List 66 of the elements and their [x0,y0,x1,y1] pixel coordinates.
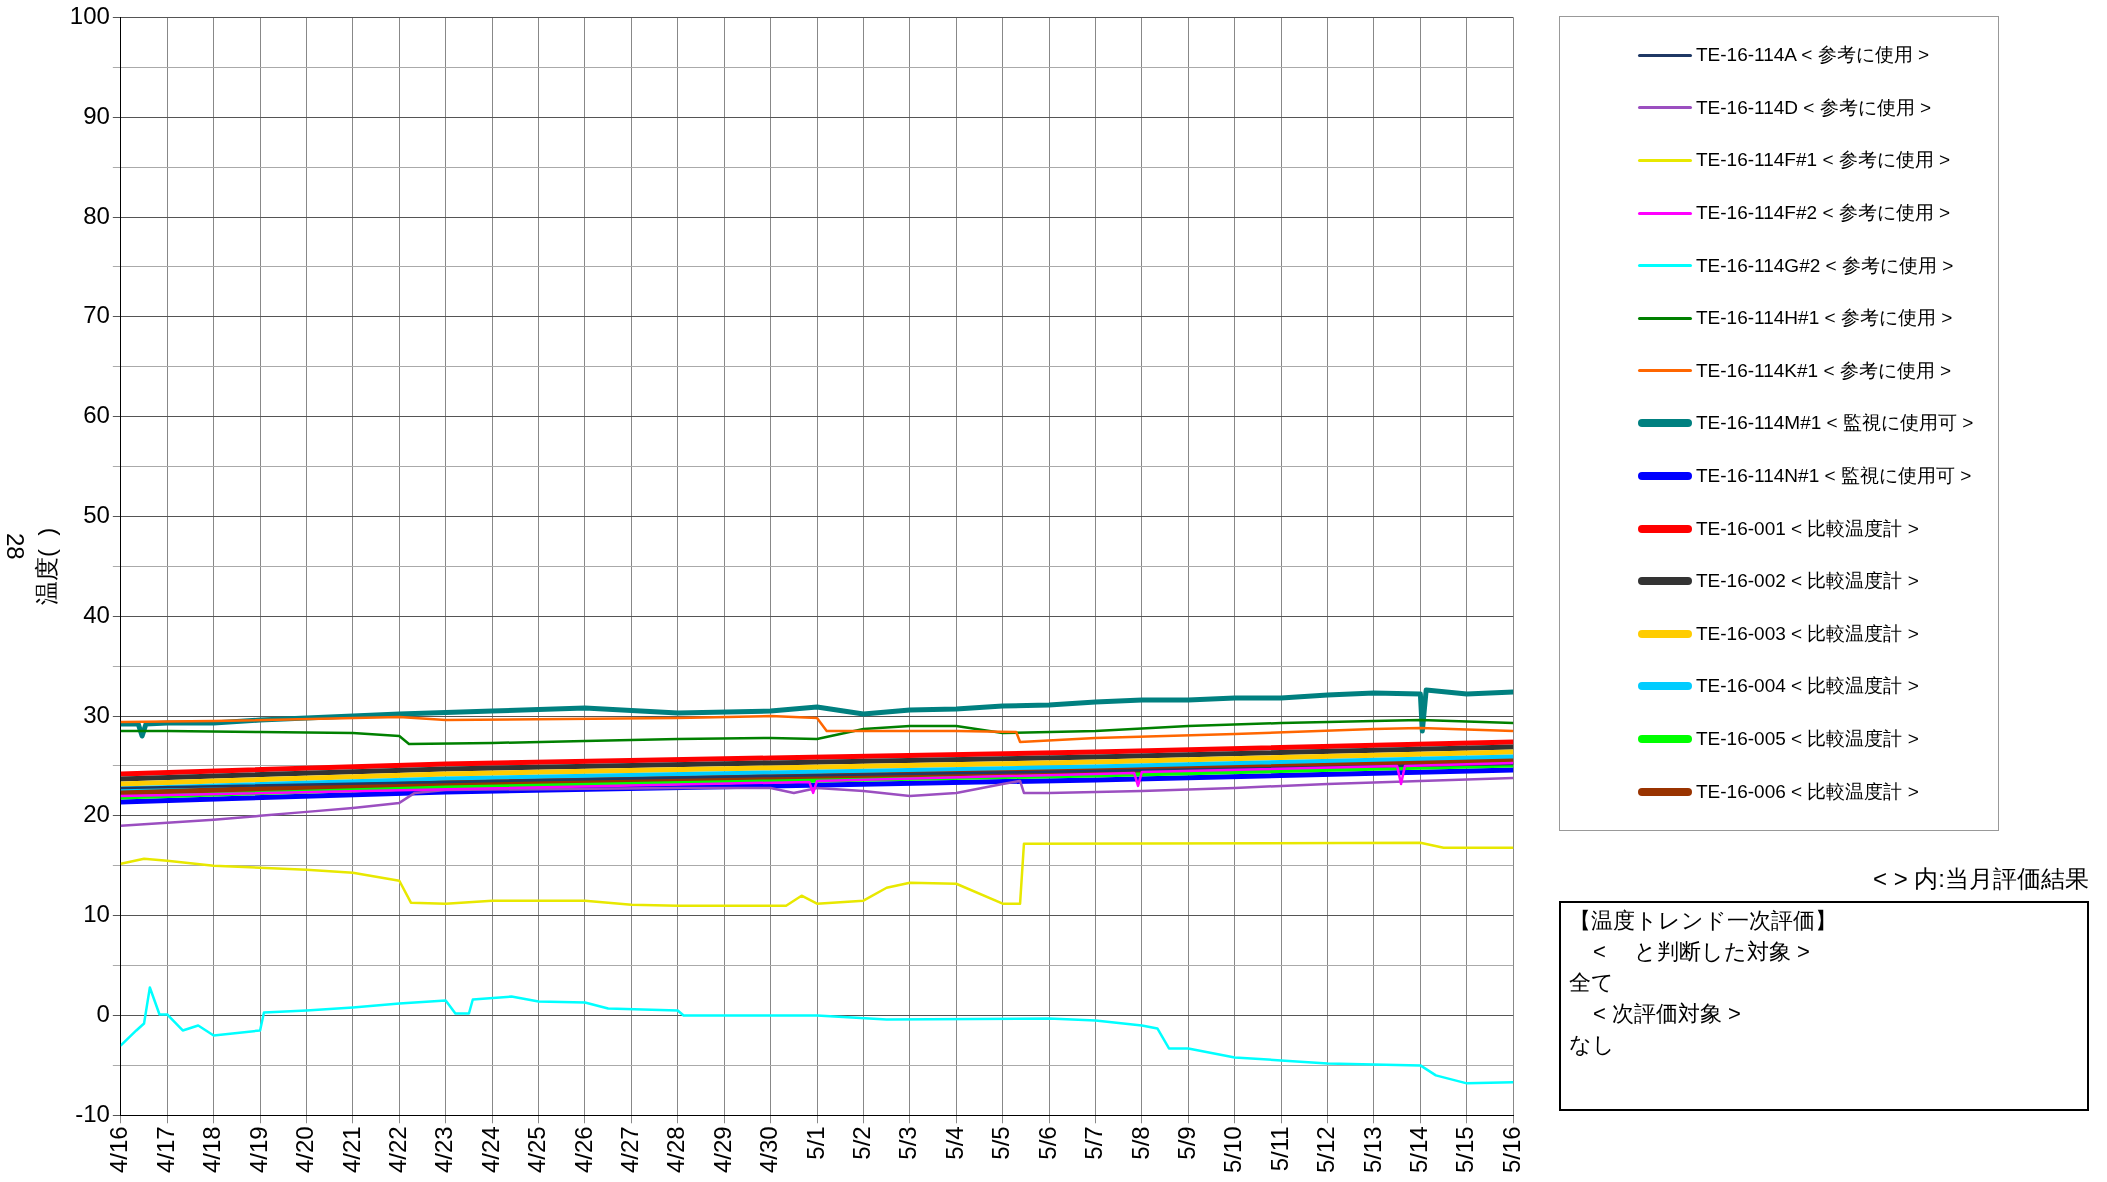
x-tick-label: 5/5 [987,1126,1015,1160]
x-tick-label: 4/23 [430,1126,458,1174]
x-tick-label: 4/29 [708,1126,736,1174]
x-tick-label: 4/22 [383,1126,411,1174]
y-tick-label: 50 [83,501,110,529]
x-tick-label: 4/24 [476,1126,504,1174]
text: 【温度トレンド一次評価】 [1569,906,1838,935]
x-tick-label: 4/27 [616,1126,643,1174]
legend-label: TE-16-003 < 比較温度計 > [1696,621,1919,646]
x-tick-label: 4/26 [569,1126,597,1174]
x-tick-label: 5/9 [1172,1126,1200,1160]
y-tick-label: 60 [83,401,110,429]
x-tick-label: 5/10 [1219,1126,1247,1174]
x-tick-label: 4/17 [151,1126,179,1174]
legend-label: TE-16-001 < 比較温度計 > [1696,516,1919,541]
x-tick-label: 4/28 [662,1126,690,1174]
x-tick-label: 5/4 [940,1126,968,1160]
legend-label: TE-16-114H#1 < 参考に使用 > [1696,306,1953,331]
y-tick-label: 0 [96,1000,110,1028]
x-tick-label: 4/18 [198,1126,226,1174]
x-tick-label: 4/20 [291,1126,319,1174]
y-tick-label: 10 [83,900,110,928]
x-tick-label: 5/7 [1080,1126,1108,1160]
x-tick-label: 5/16 [1497,1126,1525,1174]
x-tick-label: 4/25 [523,1126,551,1174]
legend-label: TE-16-114F#2 < 参考に使用 > [1696,201,1951,226]
y-tick-label: 80 [83,201,110,229]
legend-label: TE-16-114F#1 < 参考に使用 > [1696,148,1951,173]
text: なし [1569,1030,1616,1059]
text: < > 内:当月評価結果 [1871,863,2089,894]
x-tick-label: 5/12 [1312,1126,1340,1174]
y-tick-label: 40 [83,600,110,628]
text: 全て [1569,968,1615,997]
legend-label: TE-16-004 < 比較温度計 > [1696,674,1919,699]
legend-label: TE-16-114G#2 < 参考に使用 > [1696,253,1954,278]
legend-label: TE-16-114M#1 < 監視に使用可 > [1696,411,1974,436]
x-tick-label: 5/1 [801,1126,829,1160]
x-tick-label: 4/21 [337,1126,365,1174]
x-tick-label: 5/13 [1358,1126,1386,1174]
legend-label: TE-16-114A < 参考に使用 > [1696,43,1930,68]
y-tick-label: 90 [83,101,110,129]
legend-label: TE-16-006 < 比較温度計 > [1696,779,1919,804]
y-tick-label: 30 [83,700,110,728]
y-axis-title: 温度( ) [33,527,61,606]
x-tick-label: 5/11 [1265,1126,1293,1172]
legend-label: TE-16-002 < 比較温度計 > [1696,569,1919,594]
x-tick-label: 5/6 [1033,1126,1061,1160]
x-tick-label: 4/16 [105,1126,133,1174]
y-tick-label: 70 [83,301,110,329]
y-tick-label: 100 [69,2,110,30]
legend-label: TE-16-114D < 参考に使用 > [1696,95,1932,120]
x-tick-label: 5/15 [1451,1126,1479,1174]
x-tick-label: 5/3 [894,1126,922,1160]
x-tick-label: 5/8 [1126,1126,1154,1160]
x-tick-label: 5/2 [848,1126,876,1160]
y-tick-label: -10 [75,1099,110,1127]
x-tick-label: 4/30 [755,1126,783,1174]
x-tick-label: 5/14 [1405,1126,1432,1174]
text: < 次評価対象 > [1592,999,1742,1028]
legend-label: TE-16-114N#1 < 監視に使用可 > [1696,464,1972,489]
y-tick-label: 20 [83,800,110,828]
legend-label: TE-16-114K#1 < 参考に使用 > [1696,358,1952,383]
text: < と判断した対象 > [1592,937,1811,966]
legend-label: TE-16-005 < 比較温度計 > [1696,727,1919,751]
x-tick-label: 4/19 [244,1126,272,1174]
text: 28 [2,532,30,560]
